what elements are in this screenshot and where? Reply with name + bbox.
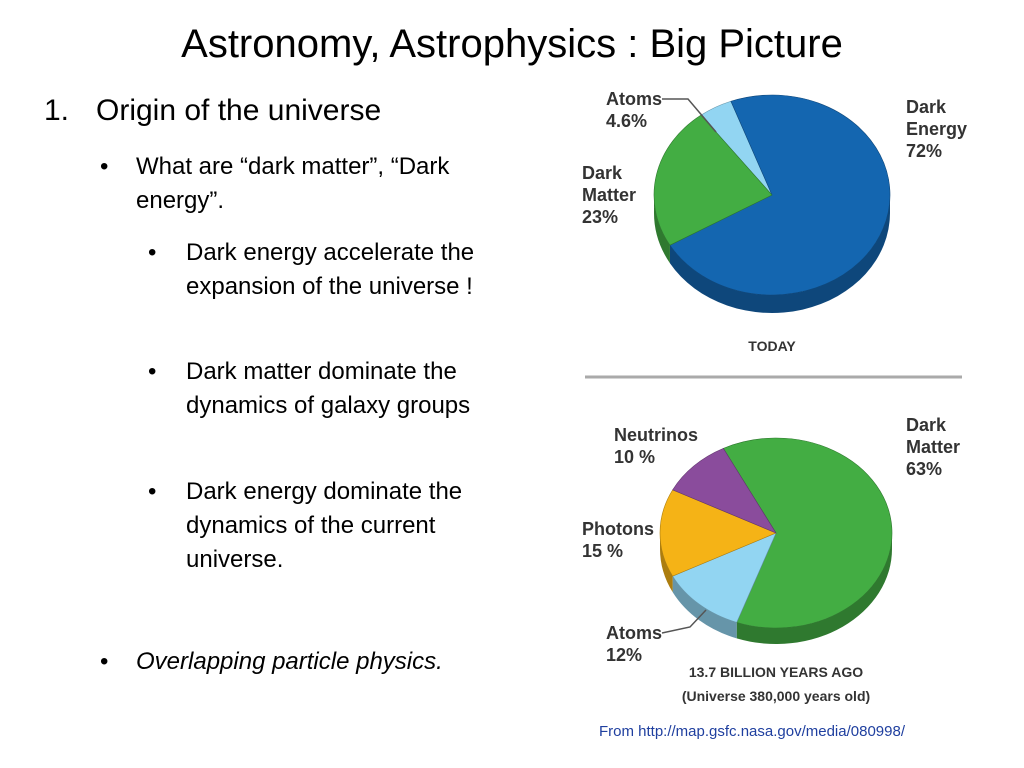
slice-label: Dark Energy 72%: [906, 96, 968, 162]
bullet: What are “dark matter”, “Dark energy”.: [136, 153, 450, 214]
value-label: 72%: [906, 141, 943, 161]
slice-side: [660, 533, 673, 593]
category-label: Dark Matter: [582, 163, 637, 205]
slice-side: [672, 576, 737, 639]
slice-label: Atoms 4.6%: [606, 88, 666, 132]
slice-label: Atoms 12%: [606, 622, 666, 666]
bullet-dot: •: [148, 239, 157, 266]
slice-side: [654, 195, 670, 264]
sub-bullet: Dark matter dominate the dynamics of gal…: [186, 358, 471, 419]
bullet-dot: •: [100, 648, 109, 675]
source: From http://map.gsfc.nasa.gov/media/0809…: [599, 723, 905, 740]
value-label: 10 %: [614, 447, 656, 467]
category-label: Dark Matter: [906, 415, 961, 457]
bullet-dot: •: [100, 153, 109, 180]
value-label: 12%: [606, 645, 643, 665]
leader-line: [662, 98, 717, 133]
value-label: 4.6%: [606, 111, 648, 131]
category-label: Neutrinos: [614, 425, 699, 445]
slide-title: Astronomy, Astrophysics : Big Picture: [181, 22, 843, 66]
slice: [653, 114, 773, 246]
slice-side: [669, 195, 890, 313]
bullet: Overlapping particle physics.: [136, 648, 443, 675]
category-label: Dark Energy: [906, 97, 968, 139]
bullet-dot: •: [148, 478, 157, 505]
sub-bullet: Dark energy dominate the dynamics of the…: [186, 478, 463, 573]
category-label: Atoms: [606, 623, 663, 643]
chart-subcaption: (Universe 380,000 years old): [681, 688, 871, 704]
heading: Origin of the universe: [96, 94, 382, 127]
slice: [672, 447, 777, 534]
category-label: Photons: [582, 519, 654, 539]
sub-bullet: Dark energy accelerate the expansion of …: [186, 239, 475, 300]
slice-label: Neutrinos 10 %: [614, 424, 699, 468]
slice-label: Dark Matter 63%: [906, 414, 966, 480]
value-label: 15 %: [582, 541, 624, 561]
list-number: 1.: [44, 94, 70, 127]
value-label: 63%: [906, 459, 943, 479]
bullet-dot: •: [148, 358, 157, 385]
chart-caption: 13.7 BILLION YEARS AGO: [688, 664, 864, 680]
chart-caption: TODAY: [748, 338, 796, 354]
slice-label: Dark Matter 23%: [582, 162, 642, 228]
leader-line: [661, 609, 707, 634]
slice: [672, 532, 777, 623]
category-label: Atoms: [606, 89, 663, 109]
slice-side: [736, 533, 892, 644]
value-label: 23%: [582, 207, 619, 227]
slice-label: Photons 15 %: [582, 518, 654, 562]
slice: [659, 489, 777, 577]
slice: [722, 437, 893, 629]
slice: [669, 94, 891, 296]
